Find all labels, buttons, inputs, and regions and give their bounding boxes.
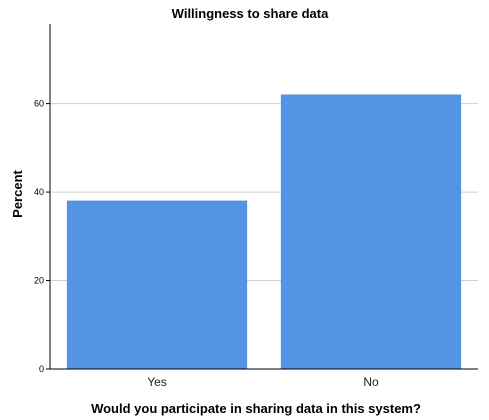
y-tick-label: 0 (39, 364, 44, 374)
axes (49, 24, 478, 370)
bar-yes (66, 200, 248, 370)
y-axis-title: Percent (10, 169, 25, 217)
y-tick-labels: 0 20 40 60 (34, 99, 50, 374)
y-tick-label: 20 (34, 276, 44, 286)
y-tick-label: 60 (34, 99, 44, 109)
x-tick-label: No (363, 375, 379, 389)
x-tick-label: Yes (147, 375, 167, 389)
chart-title: Willingness to share data (172, 6, 329, 21)
x-tick-labels: Yes No (147, 375, 379, 389)
y-tick-label: 40 (34, 187, 44, 197)
bar-no (280, 94, 462, 370)
x-axis-title: Would you participate in sharing data in… (91, 401, 421, 416)
bars (66, 94, 462, 370)
